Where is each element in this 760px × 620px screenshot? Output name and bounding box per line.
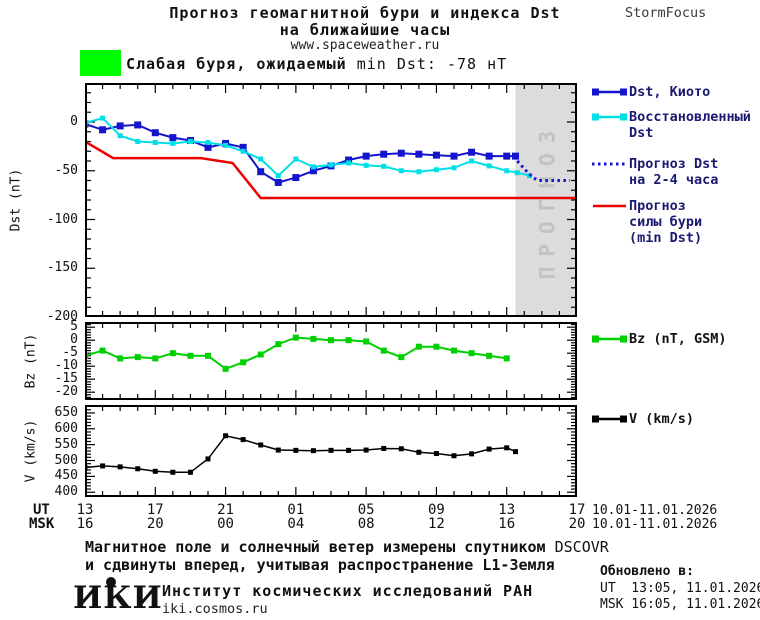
page-title-line2: на ближайшие часы [279,21,451,39]
legend-label: Dst [629,125,654,141]
msk-date-range: 10.01-11.01.2026 [592,517,718,532]
y-tick-label-v: 550 [54,436,78,452]
legend-label: Прогноз Dst [629,156,719,172]
legend-label: Прогноз [629,198,686,214]
y-tick-label-bz: -20 [54,384,78,400]
msk-row-label: MSK [29,516,55,532]
series-V (km/s) [85,434,516,474]
legend-label: Dst, Киото [629,84,711,100]
y-tick-label-bz: 0 [70,332,78,348]
updated-ut: UT 13:05, 11.01.2026 [600,581,760,596]
msk-tick-label: 12 [427,516,445,532]
iki-logo-satellite-icon [106,577,116,587]
series-Bz (nT, GSM) [85,336,507,370]
ut-tick-label: 17 [146,502,164,518]
series-Прогноз силы бури (min Dst) [85,140,577,200]
axis-label-bz: Bz (nT) [23,333,39,389]
v-plot [85,405,577,497]
y-tick-label-v: 400 [54,484,78,500]
data-source-note-line2: и сдвинуты вперед, учитывая распростране… [85,556,555,574]
page-title-line1: Прогноз геомагнитной бури и индекса Dst [169,4,561,22]
series-Прогноз Dst на 2-4 часа [516,159,570,182]
ut-tick-label: 05 [357,502,375,518]
series-Восстановленный Dst [85,116,530,177]
storm-alert-text: Слабая буря, ожидаемый min Dst: -78 нТ [126,55,507,73]
y-tick-label-dst: -200 [46,309,78,324]
y-tick-label-bz: -5 [62,345,78,361]
institute-name: Институт космических исследований РАН [162,582,534,600]
y-tick-label-v: 450 [54,468,78,484]
legend-marker-dst-0 [592,88,627,96]
y-tick-label-bz: -15 [54,371,78,387]
legend-label: силы бури [629,214,703,230]
y-tick-label-v: 500 [54,452,78,468]
satellite-name: DSCOVR [554,538,609,556]
forecast-band-label: ПРОГНОЗ [535,121,559,280]
y-tick-label-v: 600 [54,420,78,436]
site-url: www.spaceweather.ru [290,38,440,53]
legend-label: на 2-4 часа [629,172,719,188]
y-tick-label-dst: -150 [46,260,78,276]
msk-tick-label: 16 [76,516,94,532]
msk-tick-label: 08 [357,516,375,532]
legend-marker-bz-0 [592,335,627,343]
msk-tick-label: 16 [498,516,516,532]
institute-site: iki.cosmos.ru [162,601,268,617]
data-source-note-line1: Магнитное поле и солнечный ветер измерен… [85,538,609,556]
updated-msk: MSK 16:05, 11.01.2026 [600,597,760,612]
legend-label: Восстановленный [629,109,751,125]
axis-label-dst: Dst (nT) [8,168,24,232]
storm-level-swatch [80,50,121,76]
ut-row-label: UT [33,502,50,518]
ut-tick-label: 13 [498,502,516,518]
msk-tick-label: 04 [287,516,305,532]
iki-logo: ИКИ [73,577,163,616]
legend-label: Bz (nT, GSM) [629,331,727,347]
ut-tick-label: 21 [217,502,234,518]
brand-label: StormFocus [625,5,707,21]
y-tick-label-bz: 5 [70,319,78,335]
ut-tick-label: 17 [568,502,586,518]
y-tick-label-v: 650 [54,404,78,420]
msk-tick-label: 00 [217,516,234,532]
legend-label: (min Dst) [629,230,703,246]
legend-marker-dst-2 [592,162,627,166]
y-tick-label-dst: -50 [54,162,78,178]
bz-plot [85,322,577,400]
ut-tick-label: 09 [427,502,445,518]
msk-tick-label: 20 [568,516,586,532]
msk-tick-label: 20 [146,516,164,532]
y-tick-label-dst: 0 [70,114,78,129]
updated-label: Обновлено в: [600,564,694,579]
forecast-band [515,85,575,315]
legend-marker-dst-1 [592,113,627,121]
ut-tick-label: 13 [76,502,94,518]
legend-marker-v-0 [592,415,627,423]
legend-marker-dst-3 [593,204,626,208]
storm-alert-value: min Dst: -78 нТ [356,55,508,73]
dst-plot: ПРОГНОЗ [85,83,577,317]
axis-label-v: V (km/s) [23,419,39,483]
ut-tick-label: 01 [287,502,305,518]
storm-alert-bold: Слабая буря, ожидаемый [126,55,357,73]
y-tick-label-bz: -10 [54,358,78,374]
ut-date-range: 10.01-11.01.2026 [592,503,718,518]
y-tick-label-dst: -100 [46,211,78,227]
legend-label: V (km/s) [629,411,695,427]
